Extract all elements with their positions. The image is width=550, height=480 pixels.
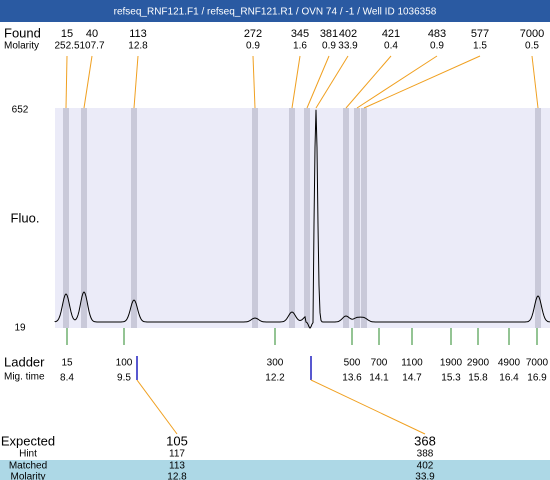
ladder-size: 2900	[467, 358, 490, 369]
ladder-size: 300	[267, 358, 284, 369]
ladder-time: 14.1	[369, 373, 389, 384]
peak-size: 15	[61, 28, 73, 40]
ladder-time: 9.5	[117, 373, 131, 384]
peak-molarity: 107.7	[79, 41, 104, 52]
ladder-label: Ladder	[4, 354, 45, 369]
ladder-size: 100	[116, 358, 133, 369]
ladder-time: 12.2	[265, 373, 285, 384]
expected-connector	[310, 379, 426, 435]
peak-size: 272	[244, 28, 262, 40]
peak-size: 402	[339, 28, 357, 40]
peak-size: 345	[291, 28, 309, 40]
peak-molarity: 33.9	[338, 41, 358, 52]
peak-band	[343, 108, 349, 328]
peak-molarity: 0.9	[430, 41, 444, 52]
ladder-time: 16.9	[527, 373, 547, 384]
expected-hint: 388	[417, 449, 434, 460]
peak-molarity: 1.6	[293, 41, 307, 52]
peak-connector	[363, 55, 481, 109]
peak-molarity: 0.4	[384, 41, 398, 52]
plot-area	[55, 108, 550, 328]
peak-band	[535, 108, 541, 328]
molarity-label: Molarity	[4, 41, 39, 52]
expected-row-label: Expected	[1, 433, 55, 448]
expected-matched: 402	[417, 461, 434, 472]
expected-connector	[136, 379, 178, 435]
expected-molarity: 12.8	[167, 472, 187, 480]
y-max-label: 652	[12, 105, 29, 116]
peak-connector	[531, 55, 539, 109]
peak-band	[81, 108, 87, 328]
peak-connector	[345, 55, 392, 109]
peak-size: 483	[428, 28, 446, 40]
expected-expected: 368	[414, 433, 436, 448]
expected-matched: 113	[169, 461, 185, 472]
ladder-size: 1900	[440, 358, 463, 369]
peak-molarity: 0.9	[246, 41, 260, 52]
title-bar	[0, 0, 550, 22]
peak-molarity: 252.5	[54, 41, 79, 52]
mig-time-label: Mig. time	[4, 372, 45, 383]
peak-size: 40	[86, 28, 98, 40]
trace	[54, 109, 550, 329]
peak-size: 7000	[520, 28, 544, 40]
ladder-time: 8.4	[60, 373, 74, 384]
ladder-time: 13.6	[342, 373, 362, 384]
peak-size: 421	[382, 28, 400, 40]
peak-band	[289, 108, 295, 328]
peak-size: 577	[471, 28, 489, 40]
expected-row-label: Molarity	[10, 472, 45, 480]
peak-band	[131, 108, 137, 328]
ladder-size: 1100	[401, 358, 423, 369]
peak-molarity: 12.8	[128, 41, 148, 52]
ladder-time: 15.8	[468, 373, 488, 384]
peak-size: 381	[320, 28, 338, 40]
peak-connector	[291, 55, 301, 109]
peak-connector	[133, 55, 139, 109]
y-min-label: 19	[14, 323, 26, 334]
peak-molarity: 1.5	[473, 41, 487, 52]
expected-row-label: Hint	[19, 449, 37, 460]
expected-expected: 105	[166, 433, 188, 448]
ladder-size: 500	[344, 358, 361, 369]
peak-connector	[356, 55, 438, 109]
peak-connector	[315, 55, 349, 109]
peak-connector	[306, 55, 330, 109]
found-label: Found	[4, 25, 41, 40]
peak-band	[252, 108, 258, 328]
peak-connector	[252, 55, 256, 109]
peak-connector	[83, 55, 93, 109]
peak-molarity: 0.9	[322, 41, 336, 52]
peak-band	[354, 108, 360, 328]
ladder-size: 15	[61, 358, 73, 369]
matched-band	[0, 460, 550, 480]
ladder-time: 15.3	[441, 373, 461, 384]
ladder-size: 7000	[526, 358, 549, 369]
peak-band	[361, 108, 367, 328]
peak-band	[304, 108, 310, 328]
title: refseq_RNF121.F1 / refseq_RNF121.R1 / OV…	[114, 7, 437, 18]
y-axis-label: Fluo.	[11, 210, 40, 225]
ladder-time: 16.4	[499, 373, 519, 384]
peak-size: 113	[129, 28, 147, 40]
peak-molarity: 0.5	[525, 41, 539, 52]
peak-band	[63, 108, 69, 328]
peak-connector	[65, 55, 68, 109]
ladder-size: 700	[371, 358, 388, 369]
expected-molarity: 33.9	[415, 472, 435, 480]
expected-hint: 117	[169, 449, 185, 460]
expected-row-label: Matched	[9, 461, 47, 472]
ladder-time: 14.7	[402, 373, 422, 384]
ladder-size: 4900	[498, 358, 521, 369]
